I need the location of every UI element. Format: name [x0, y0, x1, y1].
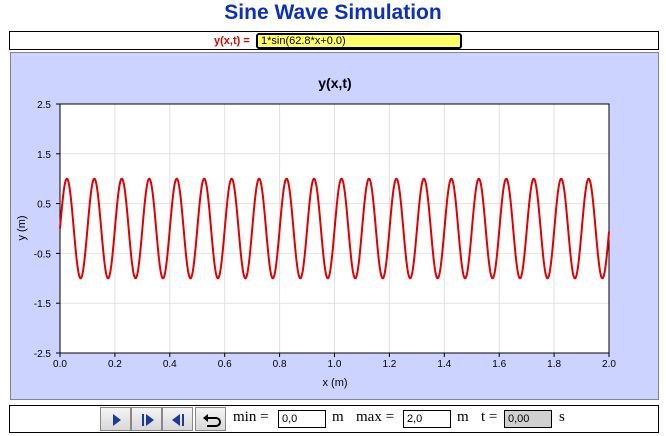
- step-forward-button[interactable]: [131, 407, 162, 431]
- step-back-button[interactable]: [162, 407, 193, 431]
- chart-title: y(x,t): [318, 75, 351, 91]
- x-tick-label: 1.0: [328, 359, 342, 370]
- y-tick-label: 0.5: [37, 200, 51, 211]
- max-unit: m: [457, 409, 469, 426]
- control-bar: min = 0,0 m max = 2,0 m t = 0,00 s: [9, 405, 659, 433]
- y-axis-label: y (m): [16, 215, 28, 240]
- t-unit: s: [559, 409, 565, 426]
- max-label: max =: [356, 409, 394, 426]
- x-tick-label: 0.6: [218, 359, 232, 370]
- y-tick-label: -1.5: [34, 299, 52, 310]
- x-tick-label: 0.4: [163, 359, 177, 370]
- y-tick-label: -0.5: [34, 249, 52, 260]
- reset-button[interactable]: [195, 407, 226, 431]
- y-tick-label: 2.5: [37, 100, 51, 111]
- x-axis-label: x (m): [322, 377, 347, 389]
- play-button[interactable]: [100, 407, 131, 431]
- x-tick-label: 1.8: [547, 359, 561, 370]
- max-input[interactable]: 2,0: [403, 410, 451, 428]
- x-tick-label: 1.4: [437, 359, 451, 370]
- step-forward-icon: [132, 408, 163, 432]
- t-label: t =: [481, 409, 497, 426]
- play-icon: [101, 408, 132, 432]
- x-tick-label: 0.2: [108, 359, 122, 370]
- y-tick-label: 1.5: [37, 150, 51, 161]
- y-tick-label: -2.5: [34, 349, 52, 360]
- min-unit: m: [332, 409, 344, 426]
- min-input[interactable]: 0,0: [278, 410, 326, 428]
- step-back-icon: [163, 408, 194, 432]
- x-tick-label: 1.2: [382, 359, 396, 370]
- x-tick-label: 2.0: [602, 359, 616, 370]
- x-tick-label: 0.0: [53, 359, 67, 370]
- reset-icon: [196, 408, 227, 432]
- min-label: min =: [233, 409, 269, 426]
- x-tick-label: 1.6: [492, 359, 506, 370]
- x-tick-label: 0.8: [273, 359, 287, 370]
- time-display: 0,00: [504, 410, 552, 428]
